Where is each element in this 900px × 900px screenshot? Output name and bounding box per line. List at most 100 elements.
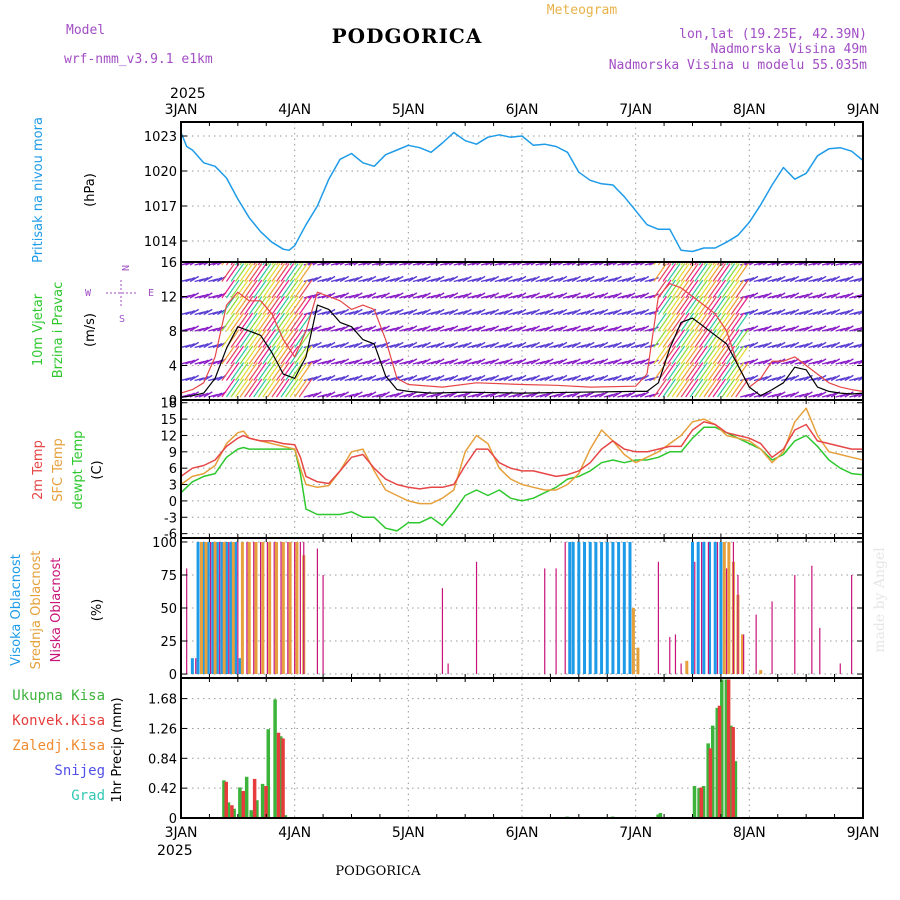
wind-gust-line bbox=[180, 283, 864, 394]
precip-bar bbox=[279, 736, 283, 818]
wind-barb bbox=[348, 309, 359, 316]
wind-barb bbox=[839, 262, 850, 266]
wind-barb bbox=[203, 325, 213, 332]
wind-barb bbox=[707, 345, 722, 365]
wind-barb bbox=[530, 308, 541, 316]
wind-barb bbox=[225, 279, 240, 299]
wind-barb bbox=[594, 262, 604, 266]
wind-barb bbox=[298, 263, 313, 282]
wind-barb bbox=[653, 378, 667, 398]
wind-barb bbox=[430, 309, 441, 316]
wind-barb bbox=[826, 309, 837, 316]
chart-title: PODGORICA bbox=[332, 24, 483, 48]
y-tick-label: 0.42 bbox=[148, 782, 177, 797]
wind-barb bbox=[685, 362, 699, 381]
wind-barb bbox=[817, 391, 827, 398]
wind-barb bbox=[271, 296, 286, 315]
wind-barb bbox=[844, 292, 854, 299]
wind-barb bbox=[271, 362, 286, 381]
wind-barb bbox=[444, 375, 455, 382]
wind-barb bbox=[530, 374, 541, 382]
cloud-bar bbox=[247, 541, 251, 675]
wind-barb bbox=[421, 308, 431, 316]
y-tick-label: 100 bbox=[152, 536, 177, 551]
wind-barb bbox=[671, 296, 686, 315]
wind-barb bbox=[266, 263, 281, 282]
wind-barb bbox=[198, 326, 209, 332]
precip-bar bbox=[729, 725, 733, 818]
wind-barb bbox=[275, 296, 290, 315]
wind-barb bbox=[298, 362, 313, 381]
wind-barb bbox=[503, 308, 513, 316]
wind-barb bbox=[539, 293, 550, 299]
wind-barb bbox=[285, 296, 299, 315]
wind-barb bbox=[799, 359, 809, 365]
wind-barb bbox=[389, 342, 400, 349]
wind-barb bbox=[567, 309, 577, 316]
wind-barb bbox=[639, 358, 650, 365]
wind-barb bbox=[594, 392, 605, 398]
wind-barb bbox=[698, 362, 713, 381]
wind-barb bbox=[680, 329, 695, 348]
precip-bar bbox=[699, 787, 704, 818]
wind-barb bbox=[817, 325, 827, 332]
precip-bar bbox=[252, 778, 257, 818]
wind-barb bbox=[389, 375, 400, 382]
wind-barb bbox=[717, 362, 731, 381]
wind-barb bbox=[489, 275, 500, 283]
wind-barb bbox=[326, 358, 336, 365]
cloud-bar bbox=[819, 627, 821, 675]
wind-barb bbox=[512, 375, 523, 382]
wind-barb bbox=[585, 275, 595, 283]
wind-barb bbox=[803, 275, 813, 283]
wind-barb bbox=[649, 392, 659, 398]
wind-barb bbox=[598, 358, 609, 365]
wind-barb bbox=[785, 392, 796, 398]
day-label-bottom: 3JAN bbox=[165, 825, 198, 841]
wind-barb bbox=[762, 374, 772, 382]
wind-barb bbox=[266, 378, 281, 398]
cloud-bar bbox=[771, 601, 773, 675]
wind-barb bbox=[826, 262, 836, 266]
wind-barb bbox=[257, 312, 272, 332]
wind-barb bbox=[817, 308, 827, 316]
cloud-bar bbox=[196, 541, 200, 675]
wind-barb bbox=[335, 342, 346, 349]
wind-barb bbox=[649, 375, 659, 382]
y-tick-label: 4 bbox=[169, 360, 177, 375]
cloud-bar bbox=[266, 541, 268, 675]
wind-barb bbox=[403, 342, 414, 349]
wind-barb bbox=[376, 262, 386, 266]
wind-barb bbox=[348, 359, 359, 365]
wind-barb bbox=[280, 378, 295, 398]
wind-barb bbox=[235, 296, 249, 315]
compass-s: S bbox=[119, 314, 125, 325]
wind-barb bbox=[407, 308, 418, 316]
wind-barb bbox=[253, 329, 267, 348]
wind-barb bbox=[689, 362, 704, 381]
wind-barb bbox=[212, 276, 223, 283]
wind-barb bbox=[517, 325, 527, 332]
wind-barb bbox=[694, 263, 708, 282]
wind-barb bbox=[621, 276, 632, 283]
wind-barb bbox=[671, 329, 686, 348]
wind-barb bbox=[721, 263, 736, 282]
wind-barb bbox=[785, 293, 796, 299]
wind-barb bbox=[758, 309, 768, 316]
wind-barb bbox=[689, 263, 704, 282]
cloud-bar bbox=[600, 541, 604, 675]
wind-barb bbox=[308, 293, 318, 299]
wind-barb bbox=[671, 345, 686, 365]
compass-e: E bbox=[148, 288, 154, 299]
wind-barb bbox=[776, 374, 786, 382]
wind-barb bbox=[326, 341, 336, 349]
wind-barb bbox=[844, 308, 854, 316]
wind-barb bbox=[253, 362, 267, 381]
wind-barb bbox=[407, 275, 418, 283]
wind-barb bbox=[185, 359, 196, 365]
wind-barb bbox=[612, 341, 622, 349]
wind-barb bbox=[185, 326, 196, 332]
wind-barb bbox=[471, 392, 482, 398]
wind-barb bbox=[448, 374, 459, 382]
